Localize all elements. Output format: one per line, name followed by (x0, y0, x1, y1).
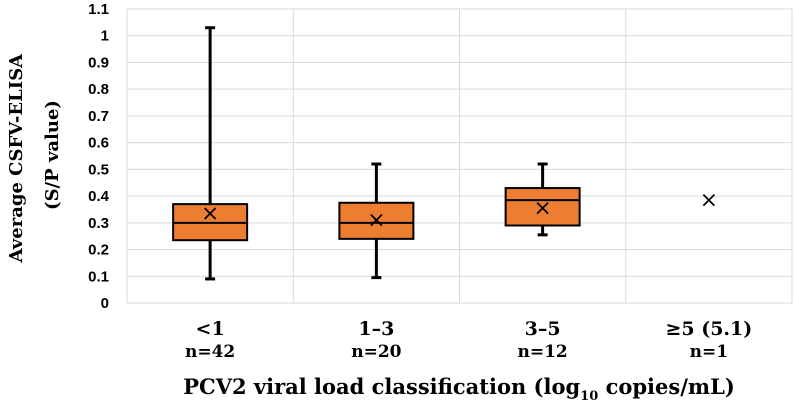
gridlines (126, 8, 793, 304)
y-axis-title-line2: (S/P value) (42, 100, 63, 210)
y-axis-title: Average CSFV-ELISA (S/P value) (6, 48, 63, 264)
x-category-label: <1 (196, 318, 225, 340)
mean-marker (702, 193, 716, 207)
y-tick-label: 0.3 (88, 215, 109, 232)
y-axis-title-line1: Average CSFV-ELISA (6, 53, 27, 264)
box (504, 187, 581, 227)
x-category-count: n=1 (690, 342, 728, 362)
y-tick-label: 0 (101, 295, 109, 312)
y-tick-label: 1.1 (88, 1, 109, 18)
y-tick-label: 0.2 (88, 242, 109, 259)
x-axis-title-main: PCV2 viral load classification (log (183, 374, 580, 399)
box-group (338, 162, 415, 280)
y-tick-label: 0.5 (88, 161, 109, 178)
y-tick-label: 0.1 (88, 268, 109, 285)
x-category-label: 3–5 (525, 318, 561, 340)
mean-marker (536, 201, 549, 215)
x-axis-title-subscript: 10 (580, 389, 598, 404)
box-series (172, 26, 716, 281)
x-category-count: n=12 (517, 342, 567, 362)
x-category-label: 1–3 (358, 318, 394, 340)
x-axis-title-end: copies/mL) (598, 374, 735, 399)
x-category-count: n=42 (185, 342, 235, 362)
y-tick-label: 1 (101, 28, 109, 45)
x-axis-categories: <1n=42 1–3n=20 3–5n=12 ≥5 (5.1)n=1 (185, 318, 752, 362)
mean-marker (370, 214, 383, 227)
y-tick-label: 0.4 (88, 188, 110, 205)
y-axis-ticks: 0 0.1 0.2 0.3 0.4 0.5 0.6 0.7 0.8 0.9 1 1.1 (88, 1, 110, 312)
mean-marker (203, 207, 217, 220)
box-group (172, 26, 249, 281)
x-category-label: ≥5 (5.1) (665, 318, 752, 340)
y-tick-label: 0.6 (88, 135, 109, 152)
y-tick-label: 0.9 (88, 54, 109, 71)
x-axis-title: PCV2 viral load classification (log10 co… (183, 374, 735, 404)
box-group (504, 162, 581, 237)
x-category-count: n=20 (351, 342, 401, 362)
box-group (702, 193, 716, 207)
y-tick-label: 0.7 (88, 108, 109, 125)
y-tick-label: 0.8 (88, 81, 109, 98)
